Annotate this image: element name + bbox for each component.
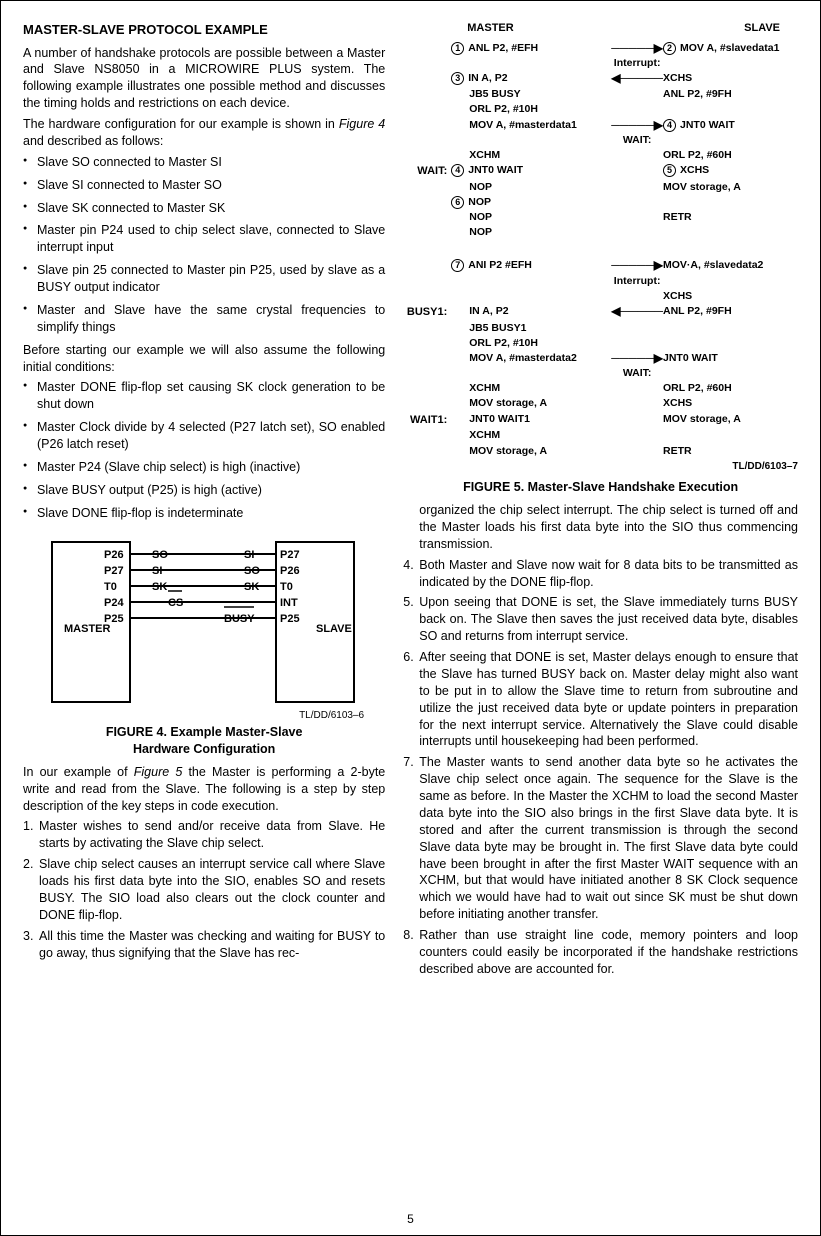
left-column: MASTER-SLAVE PROTOCOL EXAMPLE A number o… xyxy=(23,21,385,982)
svg-text:INT: INT xyxy=(280,597,298,609)
fig5-row: XCHM xyxy=(403,429,798,442)
list-item: Master DONE flip-flop set causing SK clo… xyxy=(23,379,385,413)
figure-5: MASTER SLAVE 1ANL P2, #EFH─────▶ Interru… xyxy=(403,21,798,473)
list-item: All this time the Master was checking an… xyxy=(23,928,385,962)
list-item: After seeing that DONE is set, Master de… xyxy=(403,649,798,750)
svg-text:SO: SO xyxy=(152,549,168,561)
svg-text:BUSY: BUSY xyxy=(224,613,255,625)
figure-4: P26 P27 T0 P24 P25 SO SI SK CS SI SO SK … xyxy=(44,532,364,758)
numbered-list: Master wishes to send and/or receive dat… xyxy=(23,818,385,961)
svg-text:SO: SO xyxy=(244,565,260,577)
list-item: Slave BUSY output (P25) is high (active) xyxy=(23,482,385,499)
paragraph: The hardware configuration for our examp… xyxy=(23,116,385,150)
paragraph: A number of handshake protocols are poss… xyxy=(23,45,385,113)
fig5-row: JB5 BUSY1 xyxy=(403,322,798,335)
fig5-block2: 7ANI P2 #EFH─────▶ Interrupt:MOV·A, #sla… xyxy=(403,259,798,457)
svg-text:T0: T0 xyxy=(104,581,117,593)
figure-id: TL/DD/6103–6 xyxy=(44,709,364,723)
list-item: Slave DONE flip-flop is indeterminate xyxy=(23,505,385,522)
list-item: Rather than use straight line code, memo… xyxy=(403,927,798,978)
right-column: MASTER SLAVE 1ANL P2, #EFH─────▶ Interru… xyxy=(403,21,798,982)
fig5-row: BUSY1:IN A, P2◀─────ANL P2, #9FH xyxy=(403,305,798,320)
list-item: Master and Slave have the same crystal f… xyxy=(23,302,385,336)
svg-text:P27: P27 xyxy=(280,549,300,561)
svg-text:SI: SI xyxy=(244,549,254,561)
page-columns: MASTER-SLAVE PROTOCOL EXAMPLE A number o… xyxy=(23,21,798,982)
paragraph: Before starting our example we will also… xyxy=(23,342,385,376)
svg-text:T0: T0 xyxy=(280,581,293,593)
fig5-row: XCHMORL P2, #60H xyxy=(403,149,798,162)
svg-text:P25: P25 xyxy=(280,613,300,625)
fig5-row: NOPMOV storage, A xyxy=(403,181,798,194)
fig5-row: 6NOP xyxy=(403,196,798,209)
section-heading: MASTER-SLAVE PROTOCOL EXAMPLE xyxy=(23,21,385,39)
list-item: Slave SK connected to Master SK xyxy=(23,200,385,217)
numbered-list: Both Master and Slave now wait for 8 dat… xyxy=(403,557,798,978)
fig5-row: NOPRETR xyxy=(403,211,798,224)
svg-text:SLAVE: SLAVE xyxy=(316,623,352,635)
figure-4-svg: P26 P27 T0 P24 P25 SO SI SK CS SI SO SK … xyxy=(44,532,364,707)
list-item: Upon seeing that DONE is set, the Slave … xyxy=(403,594,798,645)
paragraph: In our example of Figure 5 the Master is… xyxy=(23,764,385,815)
list-item: Master wishes to send and/or receive dat… xyxy=(23,818,385,852)
fig5-row: 3IN A, P2◀─────XCHS xyxy=(403,72,798,86)
svg-text:P26: P26 xyxy=(280,565,300,577)
fig5-row: MOV storage, ARETR xyxy=(403,445,798,458)
svg-text:SK: SK xyxy=(244,581,259,593)
svg-text:SI: SI xyxy=(152,565,162,577)
svg-text:MASTER: MASTER xyxy=(64,623,111,635)
fig5-row: MOV A, #masterdata1─────▶ WAIT:4JNT0 WAI… xyxy=(403,119,798,147)
list-item: Slave SO connected to Master SI xyxy=(23,154,385,171)
list-item: Slave pin 25 connected to Master pin P25… xyxy=(23,262,385,296)
list-item: Both Master and Slave now wait for 8 dat… xyxy=(403,557,798,591)
list-item: Master Clock divide by 4 selected (P27 l… xyxy=(23,419,385,453)
fig5-row: 7ANI P2 #EFH─────▶ Interrupt:MOV·A, #sla… xyxy=(403,259,798,287)
fig5-row: XCHMORL P2, #60H xyxy=(403,382,798,395)
fig5-row: WAIT1:JNT0 WAIT1MOV storage, A xyxy=(403,413,798,428)
bullet-list: Master DONE flip-flop set causing SK clo… xyxy=(23,379,385,521)
fig5-row: WAIT:4JNT0 WAIT5XCHS xyxy=(403,164,798,179)
list-item: The Master wants to send another data by… xyxy=(403,754,798,923)
svg-text:CS: CS xyxy=(168,597,183,609)
page-number: 5 xyxy=(1,1211,820,1227)
fig5-row: XCHS xyxy=(403,290,798,303)
figure-caption: FIGURE 5. Master-Slave Handshake Executi… xyxy=(403,479,798,496)
list-item: Master pin P24 used to chip select slave… xyxy=(23,222,385,256)
list-item: Slave SI connected to Master SO xyxy=(23,177,385,194)
paragraph-continuation: organized the chip select interrupt. The… xyxy=(403,502,798,553)
svg-text:P24: P24 xyxy=(104,597,124,609)
svg-text:SK: SK xyxy=(152,581,167,593)
svg-text:P27: P27 xyxy=(104,565,124,577)
fig5-row: 1ANL P2, #EFH─────▶ Interrupt:2MOV A, #s… xyxy=(403,42,798,70)
fig5-row: MOV A, #masterdata2─────▶ WAIT:JNT0 WAIT xyxy=(403,352,798,380)
list-item: Slave chip select causes an interrupt se… xyxy=(23,856,385,924)
fig5-row: ORL P2, #10H xyxy=(403,337,798,350)
figure-caption: FIGURE 4. Example Master-Slave Hardware … xyxy=(44,724,364,758)
fig5-row: ORL P2, #10H xyxy=(403,103,798,116)
figure-id: TL/DD/6103–7 xyxy=(403,460,798,474)
fig5-row: NOP xyxy=(403,226,798,239)
fig5-row: JB5 BUSYANL P2, #9FH xyxy=(403,88,798,101)
bullet-list: Slave SO connected to Master SI Slave SI … xyxy=(23,154,385,336)
fig5-header: MASTER SLAVE xyxy=(403,21,798,42)
fig5-row: MOV storage, AXCHS xyxy=(403,397,798,410)
list-item: Master P24 (Slave chip select) is high (… xyxy=(23,459,385,476)
fig5-block1: 1ANL P2, #EFH─────▶ Interrupt:2MOV A, #s… xyxy=(403,42,798,240)
svg-text:P26: P26 xyxy=(104,549,124,561)
